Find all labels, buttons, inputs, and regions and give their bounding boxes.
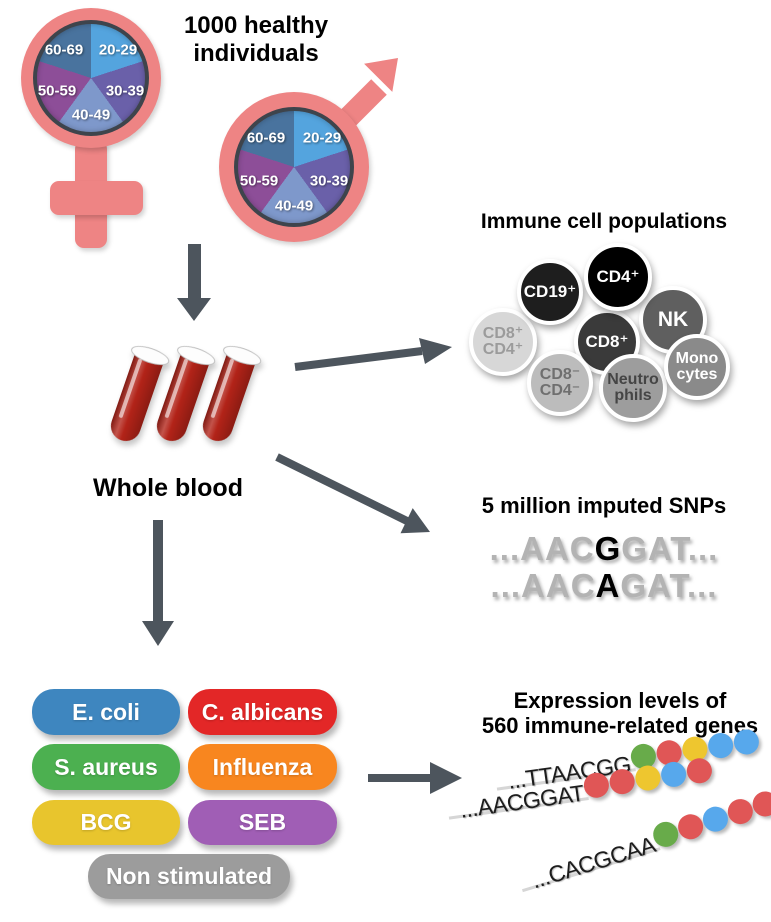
red-dot — [685, 756, 714, 785]
snp-variant-allele: A — [595, 567, 621, 604]
snp-sequences: ...AACGGAT... ...AACAGAT... — [424, 530, 771, 604]
pill-label: BCG — [80, 809, 132, 835]
pill-label: SEB — [238, 809, 287, 835]
female-pie-label-30-39: 30-39 — [105, 82, 145, 100]
snp-sequence-alt: ...AACAGAT... — [424, 567, 771, 604]
female-pie-label-20-29: 20-29 — [98, 41, 138, 59]
cell-cd8neg-cd4neg: CD8⁻ CD4⁻ — [527, 350, 593, 416]
expression-sequence: ...CACGCAA — [528, 830, 658, 893]
snp-flank: GAT... — [621, 530, 719, 567]
cell-label: CD8⁺ — [482, 324, 524, 342]
pill-label: Non stimulated — [105, 863, 273, 889]
cell-label: NK — [657, 308, 689, 332]
cell-label: CD4⁻ — [539, 382, 581, 399]
red-dot — [674, 811, 707, 843]
expression-sequence: ...AACGGAT — [458, 779, 586, 823]
cell-label: Mono — [675, 349, 719, 367]
snp-flank: ...AAC — [490, 567, 596, 604]
pill-label: S. aureus — [54, 753, 158, 780]
arrow-blood-to-immune-cells — [294, 338, 452, 371]
arrow-blood-to-stimuli — [142, 520, 174, 646]
arrow-blood-to-snps — [275, 453, 430, 534]
yellow-dot — [633, 763, 662, 793]
cell-cd8pos-cd4pos: CD8⁺ CD4⁺ — [469, 308, 537, 376]
female-pie-label-40-49: 40-49 — [71, 106, 111, 124]
pill-seb: SEB — [188, 800, 337, 845]
male-symbol-arrow — [337, 58, 398, 129]
cell-neutrophils: Neutro phils — [599, 354, 667, 422]
pill-label: C. albicans — [201, 698, 324, 725]
pill-bcg: BCG — [32, 800, 180, 845]
pill-s-aureus: S. aureus — [32, 744, 180, 790]
red-dot — [582, 771, 611, 800]
male-pie-label-50-59: 50-59 — [239, 172, 279, 190]
blue-dot — [659, 760, 688, 789]
snp-flank: ...AAC — [489, 530, 595, 567]
male-age-pie — [234, 107, 354, 227]
snp-sequence-ref: ...AACGGAT... — [424, 530, 771, 567]
male-pie-label-60-69: 60-69 — [246, 129, 286, 147]
cell-label: CD8⁺ — [585, 332, 629, 352]
cell-cd4pos: CD4⁺ — [584, 243, 652, 311]
expression-title-line1: Expression levels of — [513, 688, 727, 713]
expression-title: Expression levels of 560 immune-related … — [462, 688, 771, 739]
cohort-title-line1: 1000 healthy — [183, 12, 329, 39]
cell-cd19pos: CD19⁺ — [517, 259, 583, 325]
cohort-title: 1000 healthy individuals — [150, 12, 362, 67]
immune-cells-title: Immune cell populations — [480, 210, 728, 233]
pill-label: Influenza — [212, 753, 313, 780]
pill-e-coli: E. coli — [32, 689, 180, 735]
pill-label: E. coli — [72, 698, 140, 725]
cell-label: CD4⁺ — [482, 341, 524, 358]
cohort-title-line2: individuals — [193, 39, 319, 67]
arrow-stimuli-to-expression — [368, 762, 462, 794]
snp-variant-allele: G — [594, 530, 622, 567]
cell-label: cytes — [676, 366, 718, 383]
snp-flank: GAT... — [620, 567, 718, 604]
male-pie-label-40-49: 40-49 — [274, 197, 314, 215]
snps-title: 5 million imputed SNPs — [481, 493, 727, 518]
cell-label: CD8⁻ — [539, 365, 581, 383]
female-pie-label-50-59: 50-59 — [37, 82, 77, 100]
male-pie-label-30-39: 30-39 — [309, 172, 349, 190]
female-symbol-crossbar — [50, 181, 143, 215]
whole-blood-label: Whole blood — [93, 474, 243, 502]
expression-title-line2: 560 immune-related genes — [481, 713, 759, 739]
pill-c-albicans: C. albicans — [188, 689, 337, 735]
blue-dot — [699, 803, 731, 835]
expression-dots — [650, 788, 771, 858]
cell-monocytes: Mono cytes — [664, 334, 730, 400]
male-pie-label-20-29: 20-29 — [302, 129, 342, 147]
arrow-cohort-to-blood — [177, 244, 211, 321]
cell-label: phils — [614, 387, 652, 404]
blue-dot — [706, 731, 735, 760]
red-dot — [607, 767, 637, 796]
cell-label: CD19⁺ — [523, 282, 577, 302]
red-dot — [749, 788, 771, 820]
blue-dot — [731, 727, 761, 757]
pill-influenza: Influenza — [188, 744, 337, 790]
female-age-pie — [33, 20, 149, 136]
cell-label: Neutro — [607, 370, 659, 388]
red-dot — [724, 795, 756, 828]
cell-label: CD4⁺ — [596, 267, 640, 287]
pill-non-stimulated: Non stimulated — [88, 854, 290, 899]
female-pie-label-60-69: 60-69 — [44, 41, 84, 59]
